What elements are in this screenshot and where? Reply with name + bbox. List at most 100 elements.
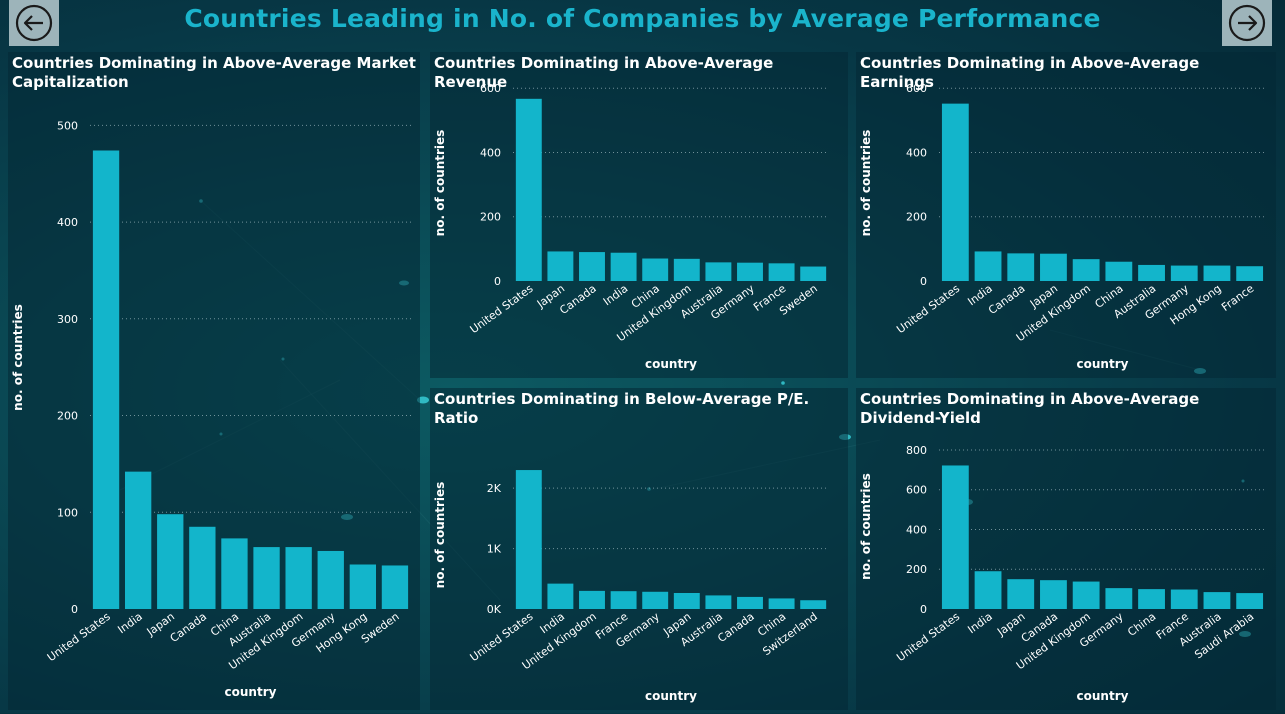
y-tick-label: 400	[906, 146, 927, 159]
x-axis-title: country	[1077, 357, 1129, 371]
bar-canada[interactable]	[189, 526, 216, 609]
bar-switzerland[interactable]	[800, 600, 827, 609]
bar-canada[interactable]	[1040, 580, 1067, 609]
y-tick-label: 2K	[487, 482, 502, 495]
bar-japan[interactable]	[1040, 253, 1067, 281]
bar-germany[interactable]	[1105, 588, 1133, 609]
bar-united-kingdom[interactable]	[1072, 581, 1100, 609]
bar-united-states[interactable]	[92, 150, 120, 609]
y-tick-label: 200	[480, 211, 501, 224]
x-axis-title: country	[1077, 689, 1129, 703]
bar-canada[interactable]	[737, 596, 763, 609]
chart-title: Countries Dominating in Above-Average Di…	[860, 390, 1200, 427]
bar-united-kingdom[interactable]	[1072, 259, 1100, 281]
x-axis-title: country	[225, 685, 277, 699]
bar-india[interactable]	[124, 471, 152, 609]
y-axis-title: no. of countries	[859, 473, 873, 580]
y-axis-title: no. of countries	[433, 130, 447, 237]
bar-united-states[interactable]	[941, 465, 969, 609]
chart-panel-dividend-yield[interactable]: Countries Dominating in Above-Average Di…	[856, 388, 1276, 710]
y-tick-label: 600	[906, 484, 927, 497]
y-tick-label: 500	[57, 119, 78, 132]
bar-australia[interactable]	[253, 547, 280, 609]
x-tick-label: Canada	[986, 282, 1028, 317]
bar-hong-kong[interactable]	[1203, 265, 1231, 281]
bar-india[interactable]	[610, 252, 637, 281]
y-tick-label: 400	[480, 146, 501, 159]
bar-canada[interactable]	[579, 252, 605, 281]
bar-united-states[interactable]	[515, 98, 542, 281]
x-tick-label: Canada	[168, 610, 210, 645]
chart-title: Countries Dominating in Above-Average Ea…	[860, 54, 1200, 91]
bar-china[interactable]	[1138, 589, 1165, 609]
y-tick-label: 600	[906, 82, 927, 95]
previous-page-button[interactable]	[9, 0, 59, 46]
bar-sweden[interactable]	[381, 565, 409, 609]
bar-germany[interactable]	[642, 591, 669, 609]
next-page-button[interactable]	[1222, 0, 1272, 46]
bar-united-kingdom[interactable]	[285, 547, 312, 609]
x-tick-label: France	[1219, 282, 1256, 314]
bar-hong-kong[interactable]	[349, 564, 377, 609]
bar-japan[interactable]	[673, 592, 700, 609]
bar-india[interactable]	[547, 583, 574, 609]
y-tick-label: 200	[906, 563, 927, 576]
bar-canada[interactable]	[1007, 253, 1035, 281]
bar-france[interactable]	[768, 263, 795, 281]
bar-france[interactable]	[1170, 589, 1198, 609]
y-tick-label: 0	[920, 603, 927, 616]
bar-australia[interactable]	[1138, 264, 1165, 281]
x-tick-label: India	[115, 610, 144, 636]
bar-china[interactable]	[642, 258, 669, 281]
bar-india[interactable]	[974, 571, 1002, 609]
bar-china[interactable]	[1105, 261, 1133, 281]
x-tick-label: United States	[45, 610, 113, 664]
y-axis-title: no. of countries	[433, 482, 447, 589]
bar-australia[interactable]	[1203, 592, 1231, 609]
x-tick-label: United States	[468, 610, 536, 664]
bar-china[interactable]	[768, 598, 795, 609]
y-tick-label: 600	[480, 82, 501, 95]
x-tick-label: Canada	[715, 610, 757, 645]
bar-japan[interactable]	[547, 251, 574, 281]
chart-title: Countries Dominating in Below-Average P/…	[434, 390, 810, 427]
bar-germany[interactable]	[317, 550, 344, 609]
y-axis-title: no. of countries	[11, 304, 25, 411]
chart-panel-earnings[interactable]: Countries Dominating in Above-Average Ea…	[856, 52, 1276, 378]
x-axis-title: country	[645, 689, 697, 703]
bar-united-states[interactable]	[515, 470, 542, 609]
y-tick-label: 1K	[487, 543, 502, 556]
bar-united-states[interactable]	[941, 103, 969, 281]
y-tick-label: 100	[57, 506, 78, 519]
bar-saudi-arabia[interactable]	[1236, 593, 1264, 609]
chart-panel-revenue[interactable]: Countries Dominating in Above-Average Re…	[430, 52, 848, 378]
x-axis-title: country	[645, 357, 697, 371]
bar-china[interactable]	[221, 538, 248, 609]
bar-india[interactable]	[974, 251, 1002, 281]
bar-japan[interactable]	[1007, 579, 1035, 609]
bar-sweden[interactable]	[800, 266, 827, 281]
chart-panel-market-cap[interactable]: Countries Dominating in Above-Average Ma…	[8, 52, 420, 710]
bar-japan[interactable]	[157, 514, 184, 609]
page-title: Countries Leading in No. of Companies by…	[184, 4, 1101, 33]
bar-united-kingdom[interactable]	[579, 590, 605, 609]
y-tick-label: 0K	[487, 603, 502, 616]
bar-united-kingdom[interactable]	[673, 258, 700, 281]
bar-germany[interactable]	[737, 262, 763, 281]
x-tick-label: United States	[894, 282, 962, 336]
bar-germany[interactable]	[1170, 265, 1198, 281]
bar-france[interactable]	[1236, 266, 1264, 281]
x-tick-label: Canada	[557, 282, 599, 317]
chart-title: Countries Dominating in Above-Average Re…	[434, 54, 774, 91]
bar-france[interactable]	[610, 591, 637, 609]
x-tick-label: United States	[468, 282, 536, 336]
chart-panel-pe-ratio[interactable]: Countries Dominating in Below-Average P/…	[430, 388, 848, 710]
y-axis-title: no. of countries	[859, 130, 873, 237]
bar-australia[interactable]	[705, 595, 732, 609]
bar-australia[interactable]	[705, 262, 732, 281]
